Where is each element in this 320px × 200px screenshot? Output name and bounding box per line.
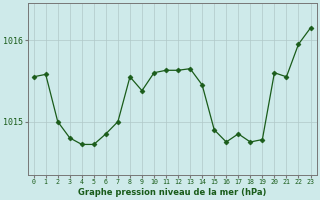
X-axis label: Graphe pression niveau de la mer (hPa): Graphe pression niveau de la mer (hPa) bbox=[78, 188, 266, 197]
